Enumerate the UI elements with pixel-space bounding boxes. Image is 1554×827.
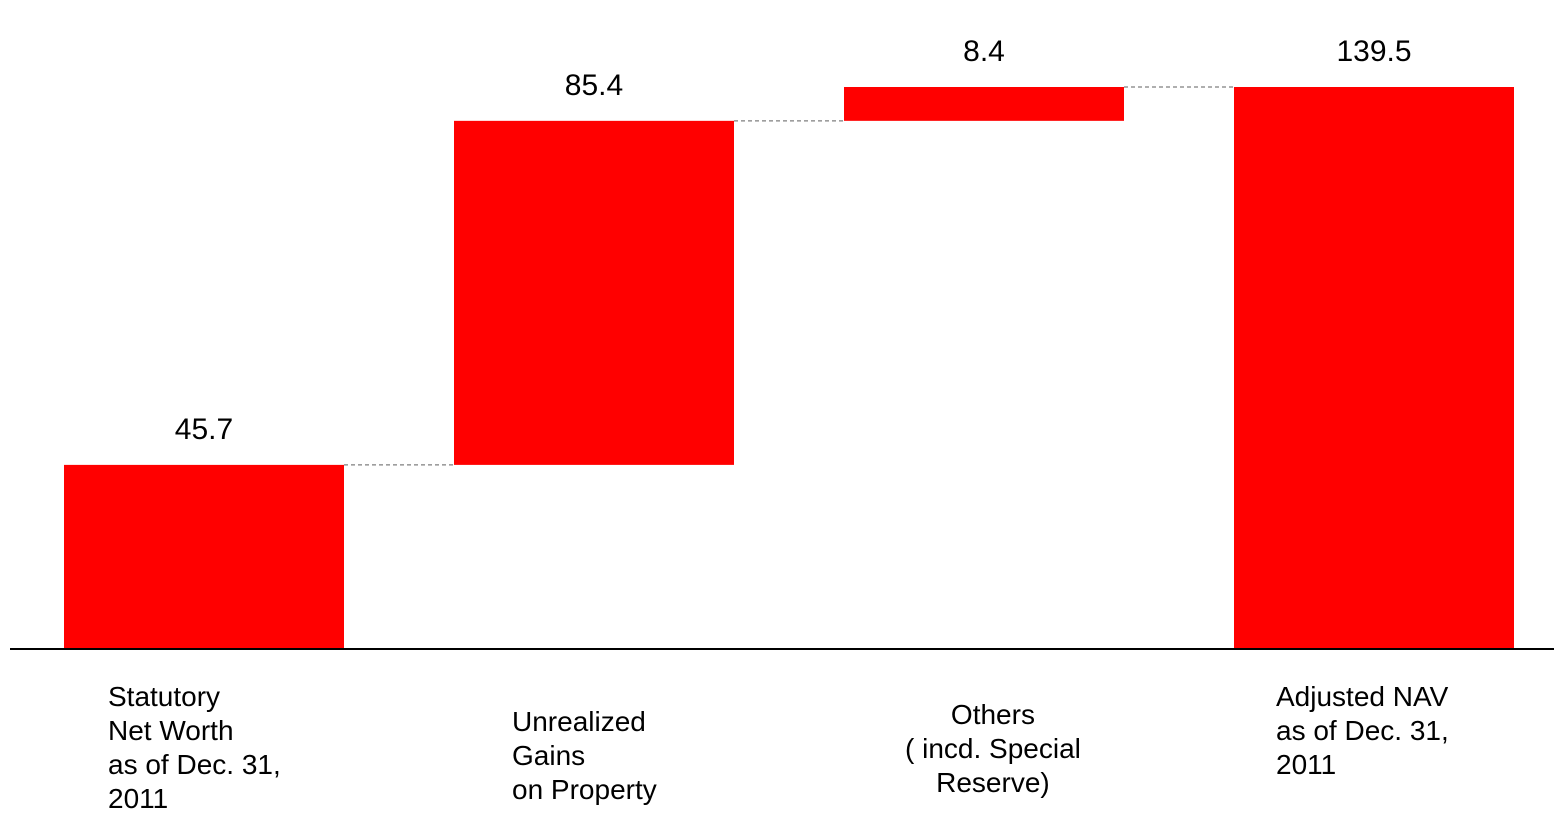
- category-label-line: Others: [950, 699, 1035, 730]
- value-label-3: 8.4: [963, 35, 1005, 68]
- category-label-line: on Property: [512, 774, 657, 805]
- category-label-1: Statutory Net Worth as of Dec. 31, 2011: [108, 680, 281, 816]
- bar-2: [454, 120, 734, 465]
- bar-1: [64, 464, 344, 649]
- bar-3: [844, 87, 1124, 121]
- category-label-line: Statutory: [108, 681, 221, 712]
- bar-4: [1234, 87, 1514, 649]
- bars-group: [64, 87, 1514, 649]
- category-label-line: as of Dec. 31,: [1276, 715, 1449, 746]
- value-label-1: 45.7: [175, 413, 233, 446]
- category-label-4: Adjusted NAV as of Dec. 31, 2011: [1276, 680, 1449, 782]
- category-label-3: Others( incd. Special Reserve): [905, 698, 1081, 800]
- category-label-line: 2011: [108, 783, 169, 814]
- connector-lines: [344, 86, 1234, 466]
- value-labels-group: 45.7 85.4 8.4 139.5: [175, 35, 1412, 446]
- value-label-4: 139.5: [1336, 35, 1411, 68]
- category-label-line: Reserve): [936, 767, 1050, 798]
- category-label-line: Adjusted NAV: [1276, 681, 1449, 712]
- category-label-line: Gains: [512, 740, 586, 771]
- value-label-2: 85.4: [565, 69, 623, 102]
- category-label-line: as of Dec. 31,: [108, 749, 281, 780]
- category-label-line: Unrealized: [512, 706, 646, 737]
- category-label-line: 2011: [1276, 749, 1337, 780]
- category-label-line: Net Worth: [108, 715, 234, 746]
- category-label-2: Unrealized Gains on Property: [512, 705, 657, 807]
- category-label-line: ( incd. Special: [905, 733, 1081, 764]
